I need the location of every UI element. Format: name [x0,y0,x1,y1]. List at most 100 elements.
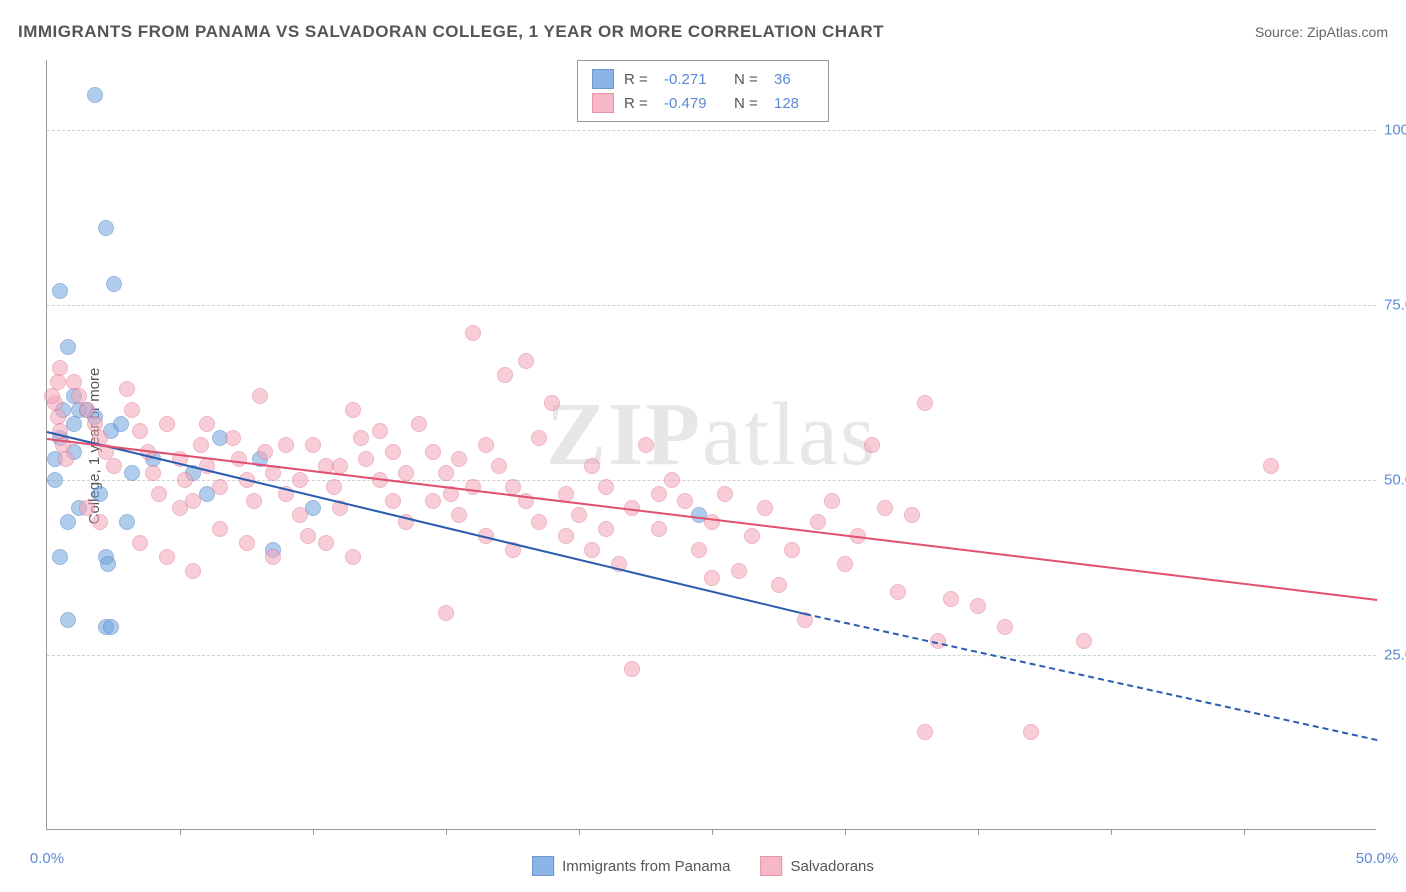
scatter-point [943,591,959,607]
x-tick-mark [1244,829,1245,835]
scatter-point [52,549,68,565]
scatter-point [193,437,209,453]
scatter-point [113,416,129,432]
scatter-point [151,486,167,502]
n-value: 128 [774,95,814,112]
scatter-point [159,549,175,565]
scatter-point [79,500,95,516]
scatter-point [451,507,467,523]
scatter-point [598,521,614,537]
chart-title: IMMIGRANTS FROM PANAMA VS SALVADORAN COL… [18,22,884,42]
legend-swatch [592,93,614,113]
y-tick-label: 75.0% [1384,297,1406,314]
scatter-point [518,353,534,369]
legend-swatch [532,856,554,876]
scatter-point [292,507,308,523]
x-tick-mark [1111,829,1112,835]
scatter-point [60,612,76,628]
scatter-point [917,724,933,740]
scatter-point [385,493,401,509]
scatter-point [246,493,262,509]
x-tick-label: 50.0% [1356,850,1399,867]
legend-swatch [761,856,783,876]
scatter-point [231,451,247,467]
gridline-horizontal [47,130,1376,131]
r-label: R = [624,71,654,88]
scatter-point [92,486,108,502]
scatter-point [212,479,228,495]
scatter-point [917,395,933,411]
scatter-point [106,458,122,474]
scatter-point [438,465,454,481]
scatter-point [478,437,494,453]
scatter-point [372,423,388,439]
scatter-point [132,423,148,439]
scatter-point [159,416,175,432]
y-tick-label: 50.0% [1384,472,1406,489]
r-value: -0.479 [664,95,724,112]
scatter-point [465,325,481,341]
legend-series-item: Immigrants from Panama [532,856,730,876]
scatter-point [60,339,76,355]
scatter-point [497,367,513,383]
scatter-point [704,570,720,586]
scatter-point [132,535,148,551]
scatter-point [411,416,427,432]
scatter-point [358,451,374,467]
scatter-point [1076,633,1092,649]
scatter-point [505,479,521,495]
scatter-point [1023,724,1039,740]
scatter-point [531,514,547,530]
scatter-point [119,381,135,397]
legend-correlation-row: R =-0.479N =128 [592,91,814,115]
scatter-point [864,437,880,453]
scatter-point [677,493,693,509]
x-tick-mark [845,829,846,835]
scatter-point [544,395,560,411]
scatter-point [278,437,294,453]
scatter-point [771,577,787,593]
scatter-point [47,472,63,488]
scatter-point [185,563,201,579]
scatter-point [638,437,654,453]
scatter-point [100,556,116,572]
scatter-point [92,514,108,530]
legend-series-item: Salvadorans [761,856,874,876]
source-label: Source: ZipAtlas.com [1255,24,1388,40]
scatter-point [265,549,281,565]
r-value: -0.271 [664,71,724,88]
gridline-horizontal [47,305,1376,306]
legend-correlation-row: R =-0.271N =36 [592,67,814,91]
scatter-point [757,500,773,516]
legend-swatch [592,69,614,89]
scatter-point [651,521,667,537]
scatter-point [119,514,135,530]
scatter-point [438,605,454,621]
scatter-point [44,388,60,404]
scatter-point [257,444,273,460]
x-tick-label: 0.0% [30,850,64,867]
scatter-point [491,458,507,474]
scatter-point [531,430,547,446]
trendline [47,431,806,615]
n-label: N = [734,71,764,88]
x-tick-mark [446,829,447,835]
scatter-point [731,563,747,579]
legend-series-label: Salvadorans [791,858,874,875]
scatter-point [300,528,316,544]
scatter-point [704,514,720,530]
scatter-point [172,500,188,516]
scatter-point [124,402,140,418]
scatter-point [425,444,441,460]
scatter-point [252,388,268,404]
scatter-point [890,584,906,600]
scatter-point [744,528,760,544]
scatter-point [305,437,321,453]
scatter-point [212,521,228,537]
scatter-point [292,472,308,488]
scatter-point [877,500,893,516]
scatter-point [451,451,467,467]
x-tick-mark [579,829,580,835]
n-label: N = [734,95,764,112]
scatter-point [558,528,574,544]
